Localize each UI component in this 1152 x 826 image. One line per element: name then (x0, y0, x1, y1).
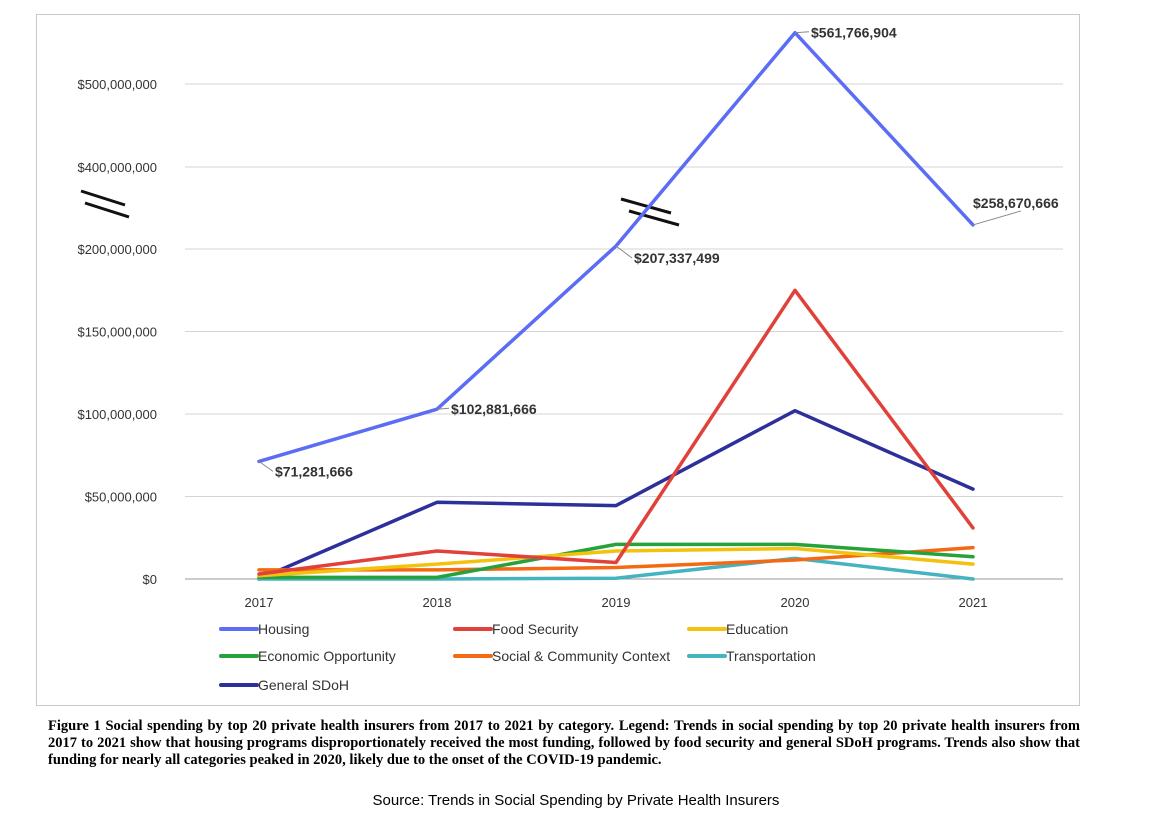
legend-item-education: Education (687, 621, 788, 637)
data-label-leader (615, 245, 633, 259)
data-label: $71,281,666 (275, 463, 353, 479)
legend-label: Housing (258, 621, 309, 637)
legend-item-transportation: Transportation (687, 648, 816, 664)
x-tick-label: 2020 (781, 595, 810, 610)
series-line-social-community-context (257, 545, 975, 572)
data-label: $561,766,904 (811, 25, 897, 41)
y-tick-label: $400,000,000 (77, 160, 157, 175)
figure-caption: Figure 1 Social spending by top 20 priva… (48, 718, 1080, 768)
legend-label: Transportation (726, 648, 816, 664)
legend-item-social-community-context: Social & Community Context (453, 648, 670, 664)
line-break-mark (620, 197, 672, 215)
y-tick-label: $0 (143, 572, 157, 587)
series-line-general-sdoh (257, 408, 975, 581)
legend-label: Economic Opportunity (258, 648, 396, 664)
axis-break-mark (80, 189, 126, 207)
data-label-leader (436, 407, 450, 410)
data-label-leader (794, 31, 810, 34)
y-tick-label: $150,000,000 (77, 325, 157, 340)
data-label: $207,337,499 (634, 250, 720, 266)
series-line-economic-opportunity (257, 542, 975, 580)
source-note: Source: Trends in Social Spending by Pri… (372, 792, 780, 809)
data-label: $102,881,666 (451, 401, 537, 417)
x-tick-label: 2018 (423, 595, 452, 610)
legend-item-housing: Housing (219, 621, 309, 637)
legend-label: General SDoH (258, 677, 349, 693)
legend-label: Social & Community Context (492, 648, 670, 664)
x-tick-label: 2019 (602, 595, 631, 610)
y-tick-label: $500,000,000 (77, 77, 157, 92)
data-label: $258,670,666 (973, 195, 1059, 211)
series-line-education (257, 546, 975, 578)
x-tick-label: 2017 (245, 595, 274, 610)
series-line-housing (257, 30, 975, 464)
x-tick-label: 2021 (959, 595, 988, 610)
data-label-leader (972, 210, 1022, 226)
line-break-mark (628, 209, 680, 227)
y-tick-label: $200,000,000 (77, 242, 157, 257)
y-tick-label: $50,000,000 (85, 490, 157, 505)
legend-label: Food Security (492, 621, 578, 637)
legend-item-economic-opportunity: Economic Opportunity (219, 648, 396, 664)
series-line-food-security (257, 288, 975, 576)
chart-frame: $71,281,666 $102,881,666 $207,337,499 $561,… (36, 14, 1080, 706)
data-label-leader (258, 460, 274, 472)
y-tick-label: $100,000,000 (77, 407, 157, 422)
axis-break-mark (84, 201, 130, 219)
legend-label: Education (726, 621, 788, 637)
line-chart: $71,281,666 $102,881,666 $207,337,499 $561,… (77, 25, 1063, 693)
legend-item-general-sdoh: General SDoH (219, 677, 349, 693)
legend-item-food-security: Food Security (453, 621, 578, 637)
